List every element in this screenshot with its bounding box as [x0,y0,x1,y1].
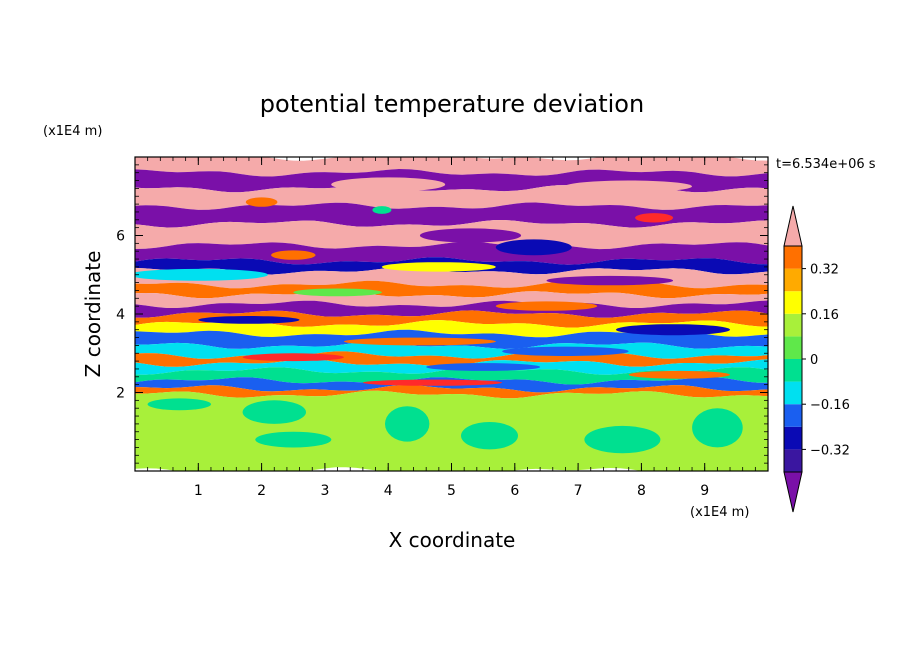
x-tick-label: 5 [447,483,456,499]
x-axis-unit: (x1E4 m) [690,505,749,520]
x-tick-label: 7 [574,483,583,499]
time-label: t=6.534e+06 s [776,157,876,172]
contour-band [135,310,768,328]
x-tick-label: 2 [257,483,266,499]
colorbar-segment [784,336,802,359]
contour-band [135,320,768,338]
contour-feature [242,400,306,424]
y-tick-label: 4 [116,307,125,323]
y-axis-unit: (x1E4 m) [43,124,102,139]
x-tick-label: 8 [637,483,646,499]
colorbar: 0.32 0.16 0 −0.16 −0.32 [783,205,850,513]
contour-feature [198,316,300,324]
y-tick-label: 6 [116,229,125,245]
colorbar-segment [784,268,802,292]
contour-feature [565,180,692,193]
x-tick-label: 9 [700,483,709,499]
contour-feature [584,425,661,454]
contour-feature [385,406,430,442]
contour-feature [502,346,629,356]
contour-feature [635,213,674,223]
contour-band [135,351,768,367]
contour-feature [372,206,392,214]
y-axis-label: Z coordinate [81,251,105,378]
x-axis: 1 2 3 4 5 6 7 8 9 [147,157,769,499]
contour-band [135,367,768,385]
colorbar-label: 0.16 [810,308,839,323]
colorbar-extend-min [783,471,803,513]
x-tick-label: 6 [510,483,519,499]
contour-band [135,390,768,471]
contour-band [135,300,768,318]
contour-feature [628,370,731,379]
contour-feature [419,228,522,243]
colorbar-segment [784,426,802,450]
contour-feature [242,353,344,362]
contour-feature [245,197,278,207]
contour-band [135,384,768,399]
colorbar-segment [784,404,802,427]
contour-feature [495,239,572,256]
colorbar-segment [784,313,802,337]
y-axis: 2 4 6 [116,164,768,464]
plot-area [135,157,768,471]
x-tick-label: 4 [384,483,393,499]
x-axis-label: X coordinate [389,528,516,552]
x-tick-label: 3 [320,483,329,499]
contour-feature [331,177,446,192]
colorbar-label: −0.32 [810,443,850,458]
colorbar-extend-max [783,205,803,247]
contour-bands [135,157,768,471]
contour-feature [692,408,743,448]
contour-feature [426,363,541,371]
contour-feature [546,275,674,286]
contour-features [135,177,743,454]
contour-feature [135,268,268,281]
contour-feature [255,431,332,448]
colorbar-segment [784,449,802,472]
contour-band [135,202,768,228]
contour-feature [293,288,382,297]
contour-feature [495,301,598,311]
contour-band [135,157,768,177]
contour-band [135,290,768,308]
colorbar-label: 0 [810,353,818,368]
colorbar-segment [784,381,802,405]
contour-feature [362,379,503,386]
colorbar-segment [784,246,802,269]
y-tick-label: 2 [116,386,125,402]
colorbar-segment [784,359,802,382]
x-tick-label: 1 [194,483,203,499]
contour-feature [461,422,518,450]
colorbar-segment [784,291,802,314]
contour-feature [616,324,730,336]
contour-feature [147,398,211,411]
chart-title: potential temperature deviation [260,90,644,118]
contour-feature [343,337,496,346]
colorbar-label: −0.16 [810,398,850,413]
colorbar-label: 0.32 [810,263,839,278]
contour-feature [271,250,316,260]
contour-feature [381,262,496,272]
